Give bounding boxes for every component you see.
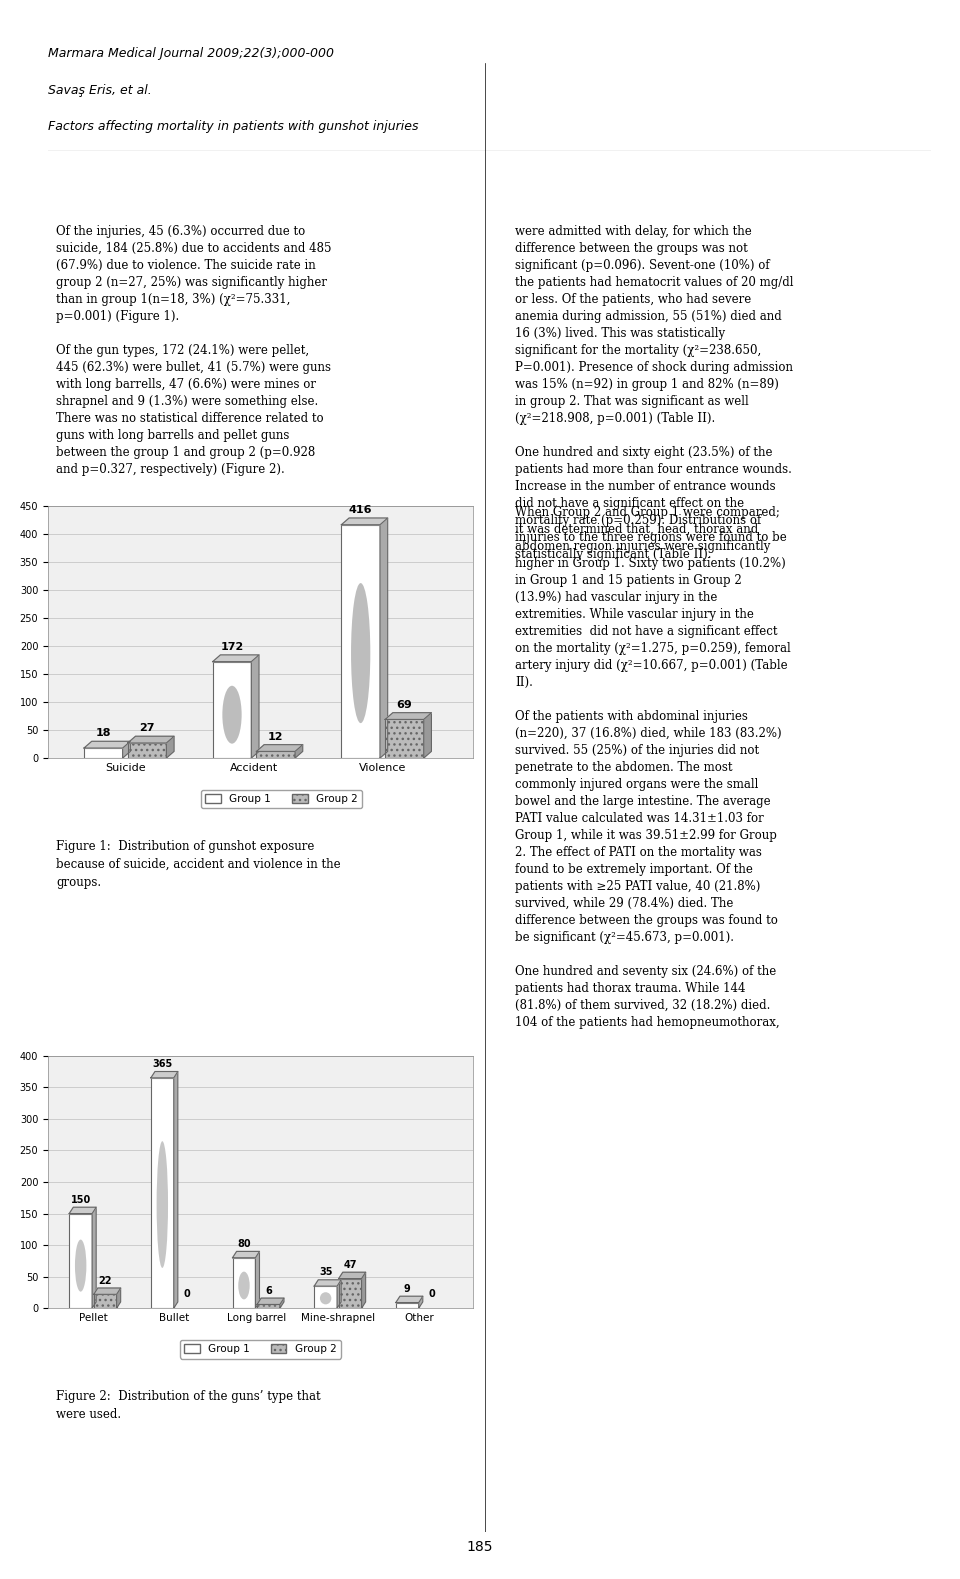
Polygon shape [280, 1298, 284, 1309]
Text: Figure 1:  Distribution of gunshot exposure
because of suicide, accident and vio: Figure 1: Distribution of gunshot exposu… [57, 840, 341, 889]
Text: 22: 22 [99, 1276, 112, 1285]
Polygon shape [123, 741, 131, 758]
Bar [232, 1258, 255, 1309]
Polygon shape [380, 518, 388, 758]
Bar [396, 1303, 419, 1309]
Legend: Group 1, Group 2: Group 1, Group 2 [180, 1341, 341, 1358]
Polygon shape [339, 1273, 366, 1279]
Polygon shape [92, 1208, 96, 1309]
Polygon shape [213, 655, 259, 662]
Text: 150: 150 [70, 1195, 91, 1205]
Text: When Group 2 and Group 1 were compared;
it was determined that, head, thorax and: When Group 2 and Group 1 were compared; … [516, 505, 791, 1028]
Text: Factors affecting mortality in patients with gunshot injuries: Factors affecting mortality in patients … [48, 120, 419, 133]
Polygon shape [295, 745, 302, 758]
Bar [342, 524, 380, 758]
Bar [339, 1279, 362, 1309]
Text: 27: 27 [139, 723, 155, 733]
Polygon shape [252, 655, 259, 758]
Text: Figure 2:  Distribution of the guns’ type that
were used.: Figure 2: Distribution of the guns’ type… [57, 1390, 321, 1421]
Polygon shape [314, 1281, 341, 1287]
Text: were admitted with delay, for which the
difference between the groups was not
si: were admitted with delay, for which the … [516, 224, 794, 561]
Text: 185: 185 [467, 1541, 493, 1554]
Text: 172: 172 [221, 643, 244, 652]
Text: 6: 6 [265, 1285, 272, 1296]
Polygon shape [116, 1288, 121, 1309]
Polygon shape [396, 1296, 422, 1303]
Text: Savaş Eris, et al.: Savaş Eris, et al. [48, 84, 152, 96]
Text: 35: 35 [319, 1268, 332, 1277]
Ellipse shape [238, 1271, 250, 1300]
Text: 80: 80 [237, 1240, 251, 1249]
Text: 69: 69 [396, 699, 412, 711]
Polygon shape [151, 1072, 178, 1078]
Bar [256, 752, 295, 758]
Text: 0: 0 [428, 1290, 435, 1300]
Polygon shape [232, 1252, 259, 1258]
Polygon shape [256, 745, 302, 752]
Bar [314, 1287, 337, 1309]
Text: 9: 9 [404, 1284, 411, 1293]
Ellipse shape [351, 583, 371, 723]
Text: 12: 12 [268, 731, 283, 742]
Ellipse shape [320, 1292, 331, 1304]
Polygon shape [257, 1298, 284, 1304]
Ellipse shape [75, 1240, 86, 1292]
Text: 47: 47 [344, 1260, 357, 1270]
Polygon shape [423, 712, 431, 758]
Polygon shape [94, 1288, 121, 1295]
Bar [94, 1295, 116, 1309]
Text: Of the injuries, 45 (6.3%) occurred due to
suicide, 184 (25.8%) due to accidents: Of the injuries, 45 (6.3%) occurred due … [57, 224, 332, 475]
Bar [151, 1078, 174, 1309]
Polygon shape [255, 1252, 259, 1309]
Text: 416: 416 [348, 505, 372, 515]
Bar [128, 744, 166, 758]
Polygon shape [385, 712, 431, 720]
Bar [257, 1304, 280, 1309]
Polygon shape [69, 1208, 96, 1214]
Text: 0: 0 [183, 1290, 190, 1300]
Legend: Group 1, Group 2: Group 1, Group 2 [202, 790, 362, 808]
Polygon shape [337, 1281, 341, 1309]
Bar [385, 720, 423, 758]
Bar [69, 1214, 92, 1309]
Polygon shape [342, 518, 388, 524]
Ellipse shape [223, 685, 242, 744]
Bar [213, 662, 252, 758]
Polygon shape [128, 736, 174, 744]
Text: 365: 365 [153, 1060, 173, 1069]
Polygon shape [166, 736, 174, 758]
Ellipse shape [156, 1142, 168, 1268]
Polygon shape [362, 1273, 366, 1309]
Polygon shape [174, 1072, 178, 1309]
Polygon shape [84, 741, 131, 748]
Text: 18: 18 [96, 728, 111, 739]
Polygon shape [419, 1296, 422, 1309]
Text: Marmara Medical Journal 2009;22(3);000-000: Marmara Medical Journal 2009;22(3);000-0… [48, 47, 334, 60]
Bar [84, 748, 123, 758]
